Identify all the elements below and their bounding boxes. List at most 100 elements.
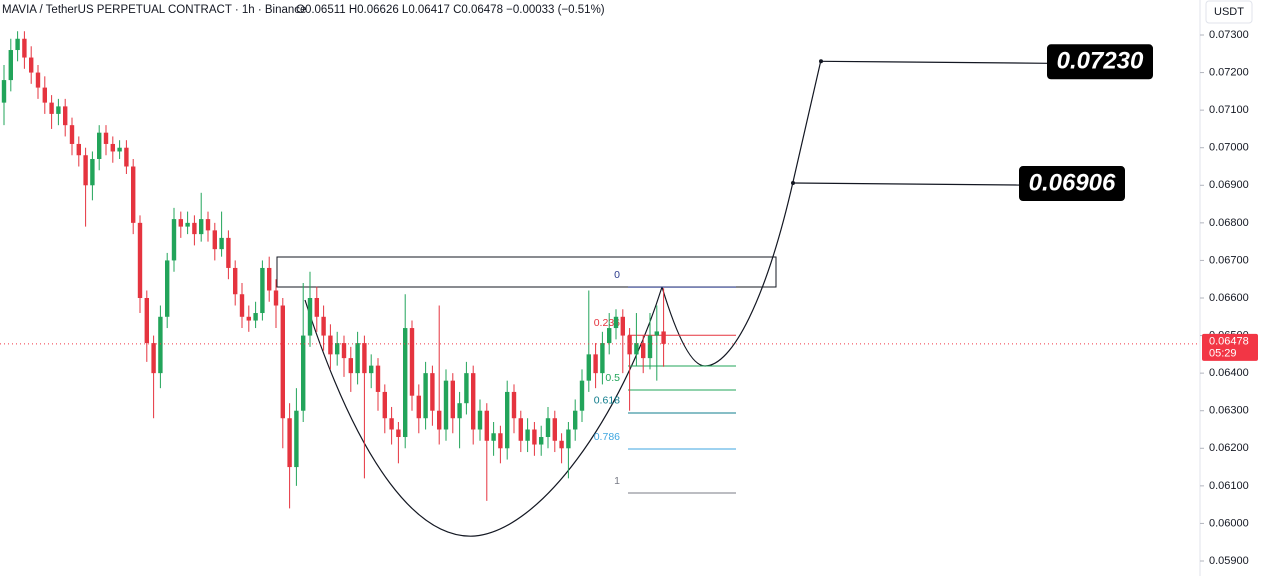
candle-body <box>307 298 313 336</box>
currency-button[interactable] <box>1205 0 1253 24</box>
candle-body <box>165 260 170 317</box>
candle-body <box>586 354 591 381</box>
candle-body <box>314 298 319 317</box>
y-tick-label: 0.06800 <box>1209 217 1249 229</box>
candle-body <box>76 143 81 156</box>
candle-body <box>341 343 347 359</box>
target-line <box>820 60 1049 64</box>
candle-body <box>117 147 122 152</box>
candle-body <box>477 410 483 430</box>
candle-body <box>355 343 360 374</box>
candle-body <box>437 410 442 430</box>
candle-body <box>171 219 177 261</box>
candle-body <box>205 219 211 231</box>
candle-body <box>103 132 109 144</box>
projection-path <box>661 59 822 367</box>
candle-body <box>301 335 306 411</box>
candle-body <box>124 147 129 167</box>
candle-body <box>647 335 653 359</box>
y-tick-label: 0.07100 <box>1209 104 1249 116</box>
candle-body <box>539 437 544 445</box>
candle-body <box>178 219 183 227</box>
candle-body <box>321 316 326 336</box>
candle-body <box>253 313 258 321</box>
resistance-box <box>276 256 777 288</box>
candle-body <box>593 354 598 374</box>
y-tick-label: 0.06400 <box>1209 367 1249 379</box>
y-tick-label: 0.07200 <box>1209 66 1249 78</box>
candle-body <box>246 316 251 321</box>
last-price-box <box>1202 333 1258 361</box>
candle-body <box>1 80 7 103</box>
candle-body <box>328 335 333 355</box>
candle-body <box>505 391 510 449</box>
candle-body <box>559 440 564 449</box>
target-box <box>1019 166 1125 202</box>
ohlc-readout: O0.06511 H0.06626 L0.06417 C0.06478 −0.0… <box>296 4 605 16</box>
candle-body <box>498 433 503 449</box>
candle-body <box>185 222 190 227</box>
candle-body <box>267 267 272 291</box>
fib-label: 0.786 <box>594 431 620 443</box>
candle-body <box>22 38 27 58</box>
countdown-label: 05:29 <box>1209 348 1237 360</box>
candle-body <box>654 331 659 336</box>
candle-body <box>260 267 265 314</box>
y-tick-label: 0.05900 <box>1209 555 1249 567</box>
candle-body <box>110 143 115 152</box>
candle-body <box>566 429 571 449</box>
candle-body <box>69 125 75 144</box>
candle-body <box>430 373 435 411</box>
last-price-label: 0.06478 <box>1209 336 1249 348</box>
target-point <box>819 59 823 64</box>
candle-body <box>233 267 238 295</box>
candle-body <box>199 219 204 235</box>
candle-body <box>294 410 299 468</box>
candle-body <box>573 410 578 430</box>
candle-body <box>158 316 163 374</box>
candle-body <box>627 335 632 355</box>
y-tick-label: 0.07000 <box>1209 142 1249 154</box>
candle-body <box>335 343 340 355</box>
candle-body <box>287 418 292 468</box>
candle-body <box>49 102 54 114</box>
target-line <box>792 182 1021 186</box>
candle-body <box>375 365 381 392</box>
candle-body <box>464 373 469 404</box>
candle-body <box>525 429 530 441</box>
candle-body <box>613 316 619 329</box>
candle-body <box>484 410 489 441</box>
y-tick-label: 0.06100 <box>1209 480 1249 492</box>
candle-body <box>607 328 612 344</box>
candle-body <box>63 106 68 126</box>
candle-body <box>389 418 394 430</box>
candle-body <box>423 373 428 419</box>
candle-body <box>369 365 374 374</box>
candle-body <box>97 132 102 159</box>
target-box <box>1047 44 1153 80</box>
candle-body <box>219 237 224 250</box>
candle-body <box>579 380 585 411</box>
candle-body <box>620 316 625 336</box>
candle-body <box>348 358 353 374</box>
y-tick-label: 0.06300 <box>1209 405 1249 417</box>
y-tick-label: 0.06700 <box>1209 254 1249 266</box>
candle-body <box>226 237 231 268</box>
candle-body <box>471 373 476 430</box>
target-point <box>791 181 795 186</box>
candle-body <box>273 290 279 306</box>
candle-body <box>35 72 41 88</box>
y-tick-label: 0.06900 <box>1209 179 1249 191</box>
candle-body <box>239 294 245 317</box>
chart-title: MAVIA / TetherUS PERPETUAL CONTRACT · 1h… <box>2 4 306 16</box>
candle-body <box>457 403 462 419</box>
candle-body <box>280 305 285 419</box>
candle-body <box>192 222 197 235</box>
candle-body <box>634 343 639 355</box>
candle-body <box>600 343 605 374</box>
candle-body <box>151 343 156 374</box>
candle-body <box>545 418 551 438</box>
candle-body <box>552 418 557 441</box>
y-tick-label: 0.06600 <box>1209 292 1249 304</box>
